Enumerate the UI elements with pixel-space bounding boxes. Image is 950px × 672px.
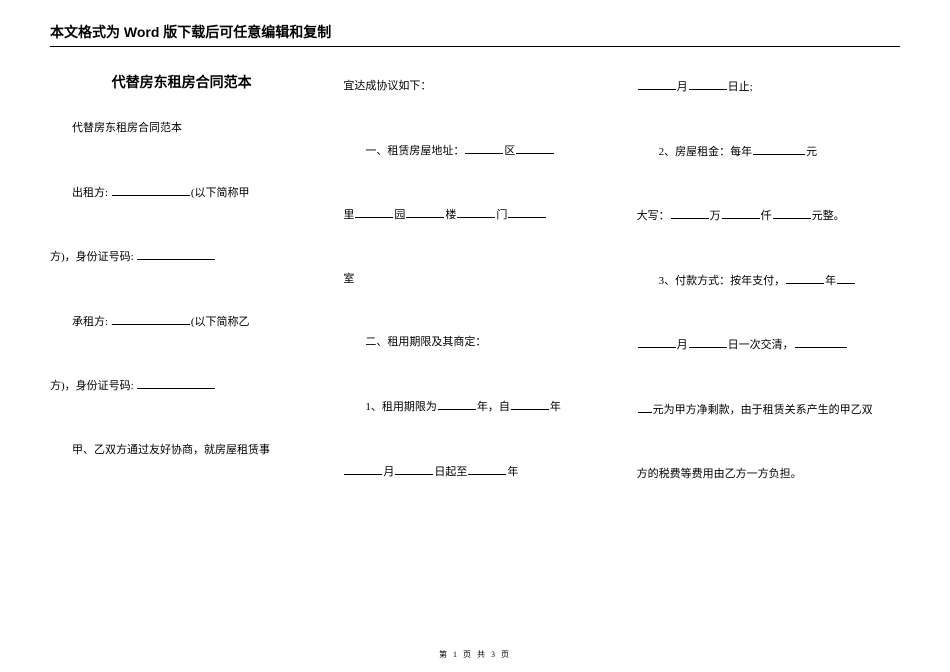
blank-daxie1 (671, 207, 709, 219)
c1-p3: 方)，身份证号码: (50, 248, 313, 267)
blank-id1 (137, 248, 215, 260)
c2-p7-ri: 日起至 (434, 466, 467, 478)
c2-p6-suffix: 年 (550, 401, 561, 413)
c1-p6: 甲、乙双方通过友好协商，就房屋租赁事 (50, 442, 313, 460)
c2-p6-year: 年，自 (477, 401, 510, 413)
c1-p2-suffix: (以下简称甲 (191, 187, 250, 199)
c3-p7: 方的税费等费用由乙方一方负担。 (637, 466, 900, 484)
blank-from-month (344, 463, 382, 475)
c3-p1-yue: 月 (677, 81, 688, 93)
blank-lessee (112, 313, 190, 325)
c3-p4-prefix: 3、付款方式：按年支付， (659, 275, 786, 287)
page-footer: 第 1 页 共 3 页 (0, 649, 950, 660)
c1-p4-prefix: 承租方: (72, 316, 111, 328)
c3-p1-suffix: 日止; (728, 81, 753, 93)
column-2: 宜达成协议如下： 一、租赁房屋地址： 区 里 园 楼 门 室 二、租用期限及其商定： 1… (343, 72, 606, 529)
c2-p7-yue: 月 (383, 466, 394, 478)
blank-district (465, 142, 503, 154)
c3-p1: 月 日止; (637, 78, 900, 97)
blank-pay-year (786, 272, 824, 284)
c3-p5: 月 日一次交清， (637, 336, 900, 355)
c3-p3-prefix: 大写： (637, 210, 670, 222)
doc-header: 本文格式为 Word 版下载后可任意编辑和复制 (50, 0, 900, 47)
c2-p6-prefix: 1、租用期限为 (365, 401, 437, 413)
c2-p2: 一、租赁房屋地址： 区 (343, 142, 606, 161)
blank-daxie3 (773, 207, 811, 219)
blank-pay-trail (837, 272, 855, 284)
blank-net (638, 401, 652, 413)
c2-p3-men: 门 (496, 209, 507, 221)
blank-rent (753, 143, 805, 155)
blank-yuan (406, 206, 444, 218)
c3-p4-year: 年 (825, 275, 836, 287)
blank-lou (457, 206, 495, 218)
doc-title: 代替房东租房合同范本 (50, 72, 313, 92)
blank-district2 (516, 142, 554, 154)
blank-pay-trail2 (795, 336, 847, 348)
c2-p7-suffix: 年 (507, 466, 518, 478)
c2-p3-li: 里 (343, 209, 354, 221)
c1-p2: 出租方: (以下简称甲 (50, 184, 313, 203)
blank-lessor (112, 184, 190, 196)
c1-p5-prefix: 方)，身份证号码: (50, 380, 136, 392)
c2-p3-yuan: 园 (394, 209, 405, 221)
c1-p3-prefix: 方)，身份证号码: (50, 251, 136, 263)
c3-p3: 大写： 万 仟 元整。 (637, 207, 900, 226)
c1-p4: 承租方: (以下简称乙 (50, 313, 313, 332)
c1-p1: 代替房东租房合同范本 (50, 120, 313, 138)
c2-p5: 二、租用期限及其商定： (343, 334, 606, 352)
blank-from-year (511, 398, 549, 410)
c3-p3-qian: 仟 (761, 210, 772, 222)
c2-p6: 1、租用期限为 年，自 年 (343, 398, 606, 417)
blank-li (355, 206, 393, 218)
c3-p6-text: 元为甲方净剩款，由于租赁关系产生的甲乙双 (653, 404, 873, 416)
c3-p5-yue: 月 (677, 339, 688, 351)
c2-p4: 室 (343, 271, 606, 289)
blank-pay-month (638, 336, 676, 348)
blank-to-month (638, 78, 676, 90)
blank-term (438, 398, 476, 410)
c1-p2-prefix: 出租方: (72, 187, 111, 199)
blank-from-day (395, 463, 433, 475)
column-1: 代替房东租房合同范本 代替房东租房合同范本 出租方: (以下简称甲 方)，身份证… (50, 72, 313, 529)
c3-p4: 3、付款方式：按年支付， 年 (637, 272, 900, 291)
c3-p2: 2、房屋租金：每年 元 (637, 143, 900, 162)
c1-p5: 方)，身份证号码: (50, 377, 313, 396)
c2-p1: 宜达成协议如下： (343, 78, 606, 96)
blank-id2 (137, 377, 215, 389)
blank-men (508, 206, 546, 218)
blank-to-year (468, 463, 506, 475)
c1-p4-suffix: (以下简称乙 (191, 316, 250, 328)
c2-p3: 里园楼门 (343, 206, 606, 225)
c2-p3-lou: 楼 (445, 209, 456, 221)
c2-p2-mid: 区 (504, 145, 515, 157)
column-3: 月 日止; 2、房屋租金：每年 元 大写： 万 仟 元整。 3、付款方式：按年支付， 年 月… (637, 72, 900, 529)
c2-p2-prefix: 一、租赁房屋地址： (365, 145, 464, 157)
c3-p2-prefix: 2、房屋租金：每年 (659, 146, 753, 158)
blank-pay-day (689, 336, 727, 348)
c3-p6: 元为甲方净剩款，由于租赁关系产生的甲乙双 (637, 401, 900, 420)
content-columns: 代替房东租房合同范本 代替房东租房合同范本 出租方: (以下简称甲 方)，身份证… (0, 72, 950, 529)
c3-p5-ri: 日一次交清， (728, 339, 794, 351)
c2-p7: 月 日起至 年 (343, 463, 606, 482)
blank-daxie2 (722, 207, 760, 219)
c3-p3-suffix: 元整。 (812, 210, 845, 222)
c3-p3-wan: 万 (710, 210, 721, 222)
blank-to-day (689, 78, 727, 90)
c3-p2-suffix: 元 (806, 146, 817, 158)
